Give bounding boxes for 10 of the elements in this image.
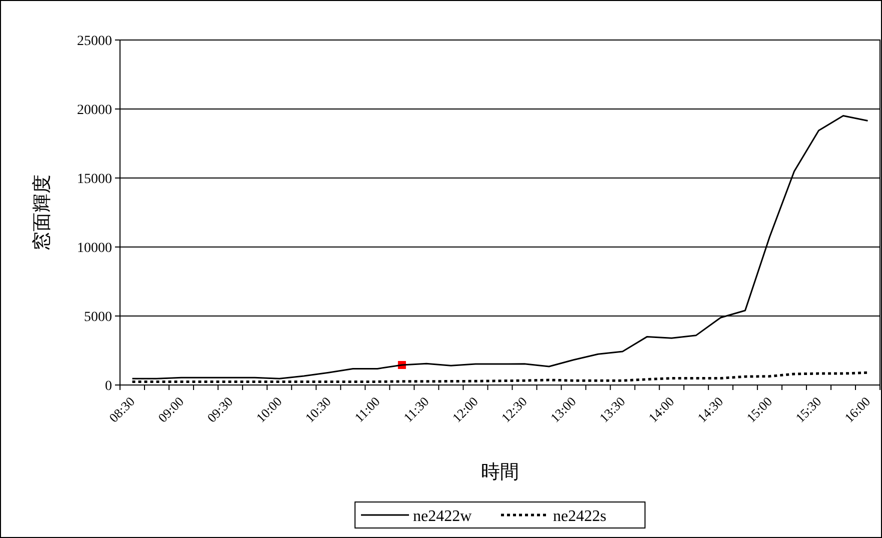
x-axis-title: 時間	[481, 462, 519, 483]
y-tick-label: 5000	[84, 310, 112, 325]
y-tick-label: 0	[105, 379, 112, 394]
y-tick-label: 10000	[77, 241, 112, 256]
y-tick-label: 20000	[77, 103, 112, 118]
y-axis-title: 窓面輝度	[31, 174, 53, 250]
y-tick-label: 25000	[77, 34, 112, 49]
legend-label: ne2422w	[413, 508, 472, 525]
legend-label: ne2422s	[553, 508, 606, 525]
y-tick-label: 15000	[77, 172, 112, 187]
